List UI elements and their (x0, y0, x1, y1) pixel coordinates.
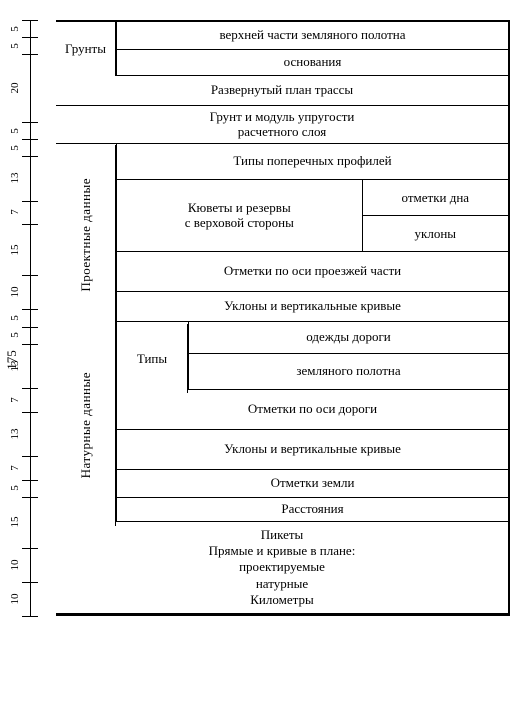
row-distances: Расстояния (56, 498, 508, 522)
row-footer: Пикеты Прямые и кривые в плане: проектир… (56, 522, 508, 614)
footer-km: Километры (250, 592, 313, 608)
cell-nat-slopes: Уклоны и вертикальные кривые (116, 430, 508, 469)
main-table: верхней части земляного полотна основани… (56, 20, 510, 616)
ruler-tick (22, 54, 38, 55)
ruler-tick (22, 139, 38, 140)
row-axis-marks: Отметки по оси проезжей части (56, 252, 508, 292)
cell-modulus-l1: Грунт и модуль упругости (210, 110, 355, 124)
ruler-tick (22, 37, 38, 38)
footer-natural: натурные (256, 576, 308, 592)
group-design-label: Проектные данные (78, 178, 94, 292)
cell-modulus-l2: расчетного слоя (238, 125, 326, 139)
ruler-tick (22, 327, 38, 328)
ruler-tick-label: 7 (9, 461, 21, 475)
cell-axis-marks: Отметки по оси проезжей части (116, 252, 508, 291)
row-nat-slopes: Уклоны и вертикальные кривые (56, 430, 508, 470)
ruler-tick (22, 388, 38, 389)
ruler-tick (22, 201, 38, 202)
ruler-tick-label: 5 (9, 141, 21, 155)
footer-curves: Прямые и кривые в плане: (209, 543, 356, 559)
ruler-tick (22, 122, 38, 123)
row-road-axis-marks: Отметки по оси дороги (56, 390, 508, 430)
cell-ditch-slopes: уклоны (363, 216, 508, 251)
cell-profiles: Типы поперечных профилей (116, 144, 508, 179)
ruler-tick (22, 156, 38, 157)
ruler-tick (22, 344, 38, 345)
ruler-tick-label: 5 (9, 22, 21, 36)
ruler-tick-label: 15 (9, 243, 21, 257)
ruler-tick-label: 15 (9, 515, 21, 529)
ruler-tick (22, 456, 38, 457)
row-soil-base: основания (56, 50, 508, 76)
cell-type-pavement: одежды дороги (188, 322, 508, 353)
ruler-axis (30, 20, 31, 616)
footer-design: проектируемые (239, 559, 325, 575)
group-soils-label: Грунты (65, 41, 106, 57)
dimension-ruler: 175 5520551371510551371375151010 (8, 20, 48, 700)
group-natural: Натурные данные (56, 324, 116, 526)
ruler-tick-label: 20 (9, 81, 21, 95)
ruler-tick-label: 7 (9, 205, 21, 219)
cell-slopes-curves: Уклоны и вертикальные кривые (116, 292, 508, 321)
ruler-tick-label: 5 (9, 311, 21, 325)
cell-ground-marks: Отметки земли (116, 470, 508, 497)
row-plan: Развернутый план трассы (56, 76, 508, 106)
footer-pickets: Пикеты (261, 527, 304, 543)
ruler-tick-label: 13 (9, 171, 21, 185)
cell-footer: Пикеты Прямые и кривые в плане: проектир… (56, 522, 508, 613)
ruler-tick (22, 275, 38, 276)
row-ground-marks: Отметки земли (56, 470, 508, 498)
row-slopes-curves: Уклоны и вертикальные кривые (56, 292, 508, 322)
cell-modulus: Грунт и модуль упругости расчетного слоя (56, 106, 508, 143)
ruler-tick-label: 5 (9, 39, 21, 53)
ruler-tick (22, 497, 38, 498)
ruler-tick-label: 5 (9, 481, 21, 495)
group-natural-label: Натурные данные (78, 372, 94, 478)
cell-type-subgrade: земляного полотна (188, 354, 508, 389)
cell-distances: Расстояния (116, 498, 508, 521)
cell-ditches: Кюветы и резервы с верховой стороны (116, 180, 362, 251)
group-design: Проектные данные (56, 145, 116, 324)
ruler-tick (22, 582, 38, 583)
cell-soil-base: основания (116, 50, 508, 75)
group-soils: Грунты (56, 22, 116, 76)
ruler-tick (22, 616, 38, 617)
cell-ditch-marks: отметки дна (363, 180, 508, 216)
row-ditches: Кюветы и резервы с верховой стороны отме… (56, 180, 508, 252)
cell-road-axis-marks: Отметки по оси дороги (116, 390, 508, 429)
ruler-tick-label: 5 (9, 124, 21, 138)
cell-plan: Развернутый план трассы (56, 76, 508, 105)
ruler-tick-label: 13 (9, 359, 21, 373)
page: 175 5520551371510551371375151010 верхней… (0, 0, 518, 716)
ruler-tick (22, 548, 38, 549)
ruler-tick (22, 20, 38, 21)
ruler-tick-label: 7 (9, 393, 21, 407)
row-soil-upper: верхней части земляного полотна (56, 22, 508, 50)
ruler-tick (22, 480, 38, 481)
ruler-tick-label: 13 (9, 427, 21, 441)
group-types-label: Типы (137, 351, 167, 367)
cell-ditches-right: отметки дна уклоны (362, 180, 508, 251)
group-types: Типы (116, 324, 188, 393)
ruler-tick (22, 224, 38, 225)
row-modulus: Грунт и модуль упругости расчетного слоя (56, 106, 508, 144)
cell-soil-upper: верхней части земляного полотна (116, 22, 508, 49)
ruler-tick-label: 10 (9, 285, 21, 299)
ruler-tick (22, 309, 38, 310)
ruler-tick (22, 412, 38, 413)
ruler-tick-label: 10 (9, 558, 21, 572)
ruler-tick-label: 10 (9, 592, 21, 606)
ruler-tick-label: 5 (9, 328, 21, 342)
row-profiles: Типы поперечных профилей (56, 144, 508, 180)
